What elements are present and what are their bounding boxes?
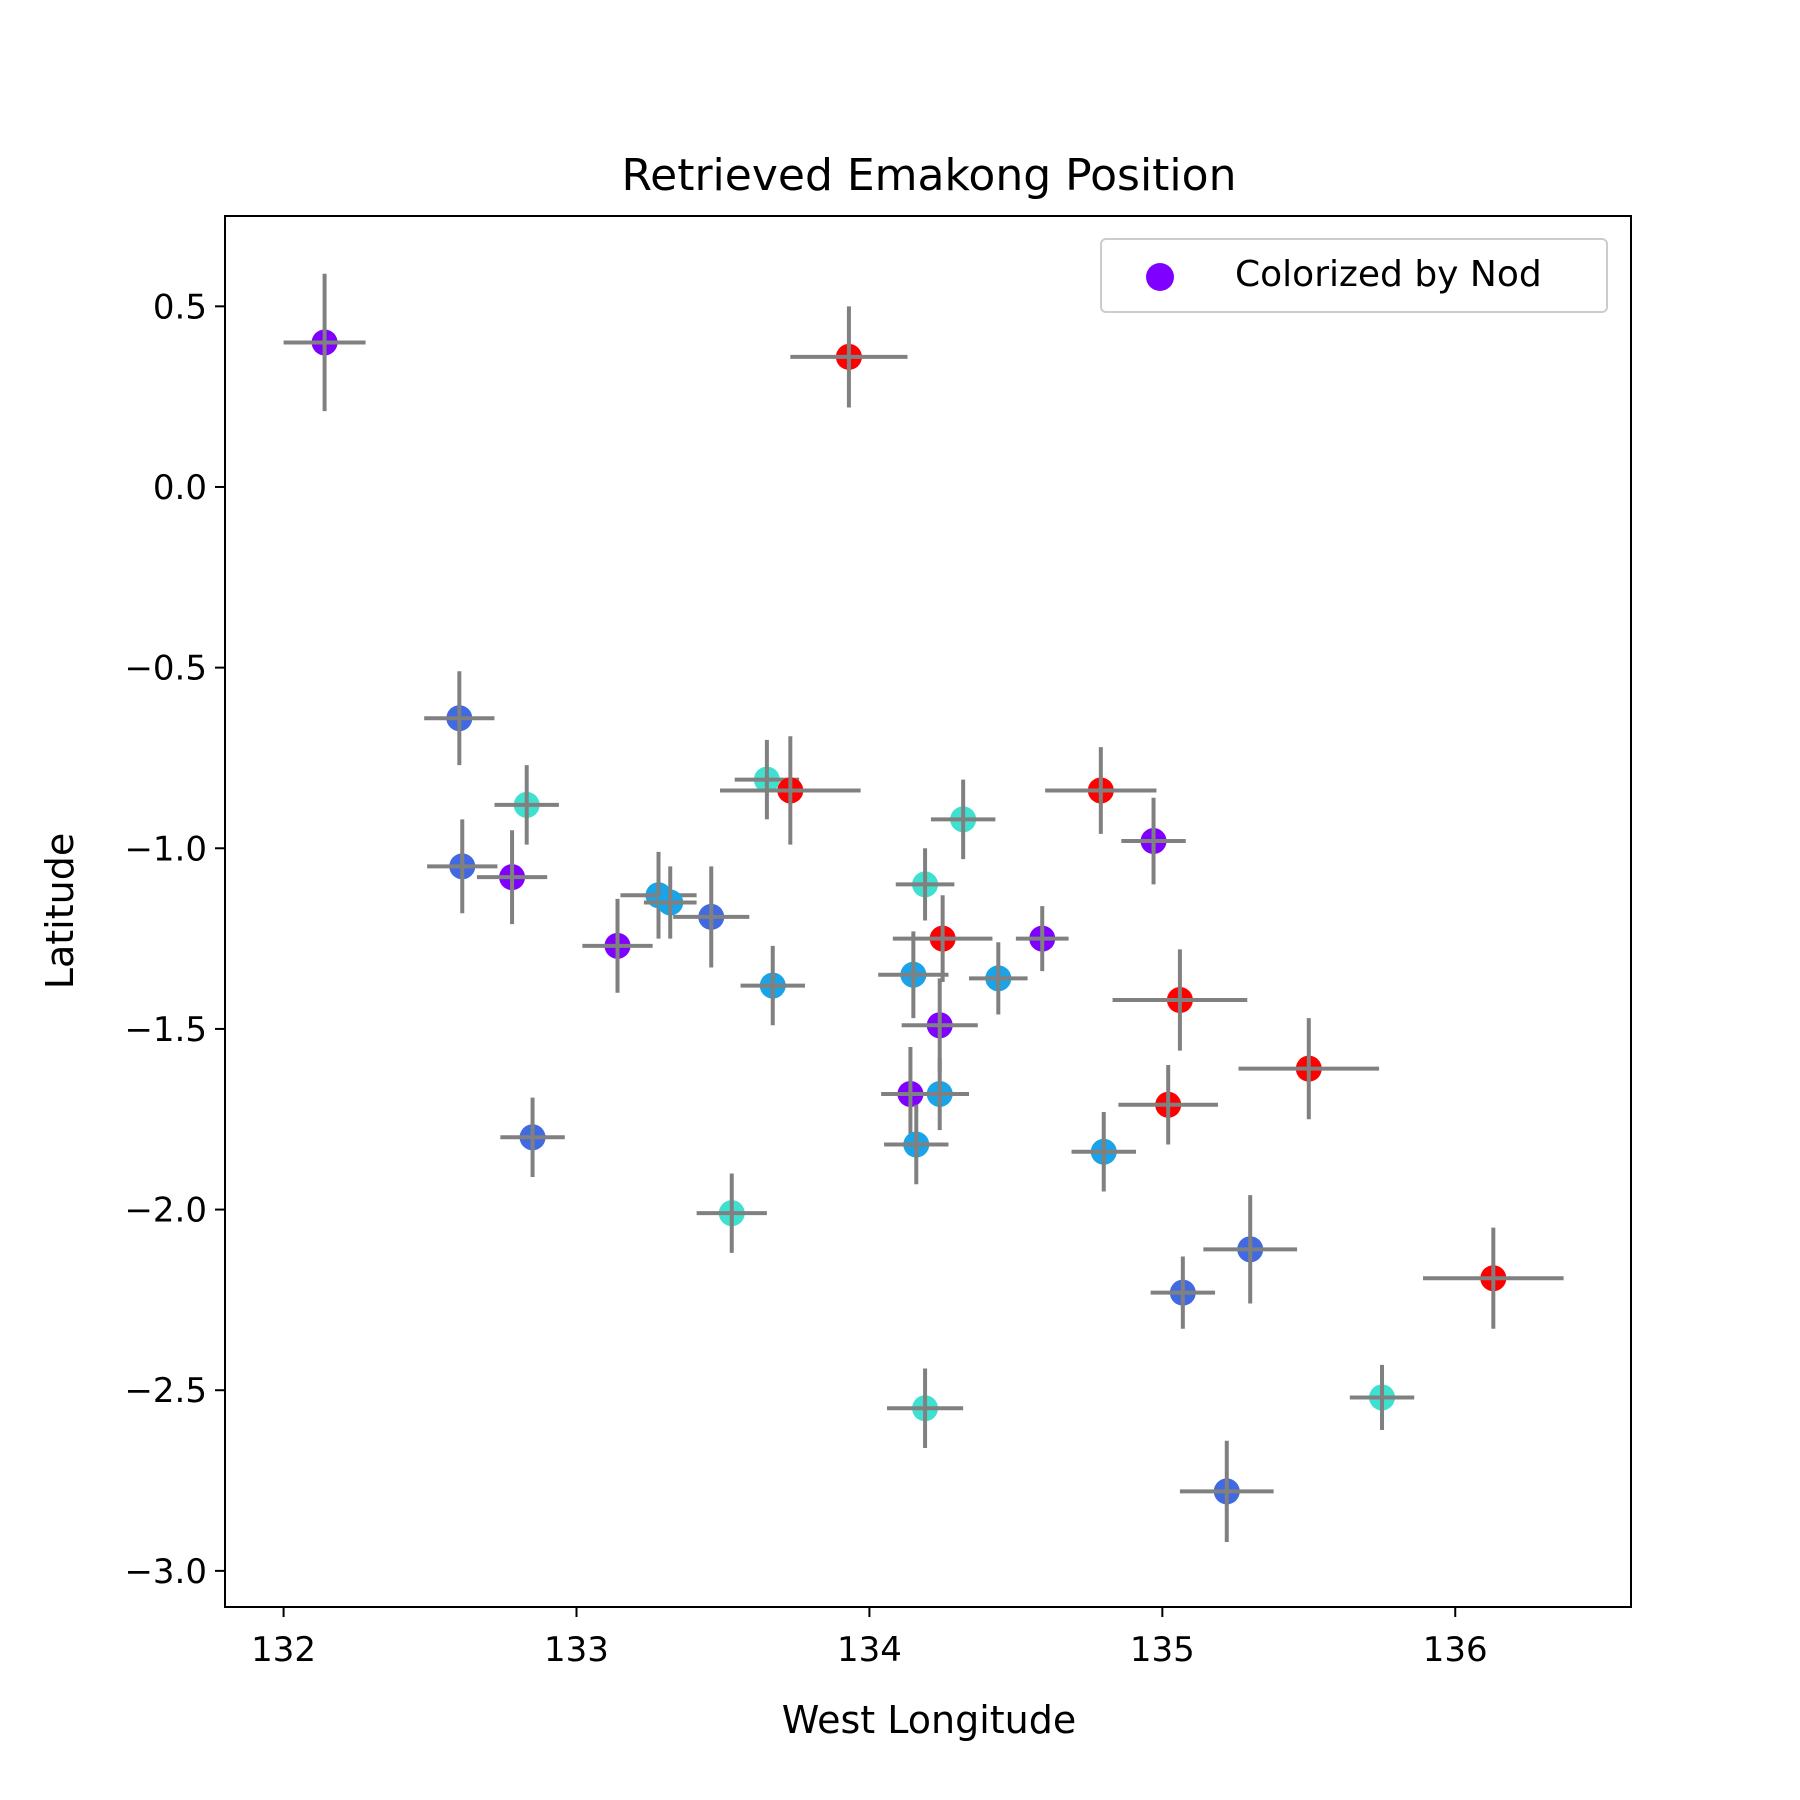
- y-tick-label-5: −2.0: [124, 1191, 207, 1231]
- chart-title: Retrieved Emakong Position: [622, 150, 1237, 201]
- legend: Colorized by Nod: [1100, 238, 1608, 313]
- legend-marker: [1146, 263, 1174, 291]
- y-tick-label-7: −3.0: [124, 1552, 207, 1592]
- x-tick-label-1: 133: [544, 1630, 609, 1670]
- y-axis: 0.5 0.0 −0.5 −1.0 −1.5 −2.0 −2.5 −3.0: [124, 287, 225, 1592]
- y-tick-label-6: −2.5: [124, 1371, 207, 1411]
- x-tick-label-0: 132: [251, 1630, 316, 1670]
- points-layer: [283, 273, 1564, 1542]
- x-axis: 132 133 134 135 136: [251, 1607, 1488, 1670]
- y-axis-label: Latitude: [38, 833, 82, 989]
- plot-frame: [224, 215, 1632, 1608]
- x-tick-label-4: 136: [1423, 1630, 1488, 1670]
- y-tick-label-4: −1.5: [124, 1010, 207, 1050]
- y-tick-label-3: −1.0: [124, 829, 207, 869]
- y-tick-label-2: −0.5: [124, 649, 207, 689]
- legend-label: Colorized by Nod: [1235, 254, 1542, 295]
- x-tick-label-2: 134: [837, 1630, 902, 1670]
- x-tick-label-3: 135: [1130, 1630, 1195, 1670]
- y-tick-label-0: 0.5: [153, 287, 207, 327]
- y-tick-label-1: 0.0: [153, 468, 207, 508]
- x-axis-label: West Longitude: [782, 1698, 1077, 1742]
- legend-box: [1100, 238, 1608, 313]
